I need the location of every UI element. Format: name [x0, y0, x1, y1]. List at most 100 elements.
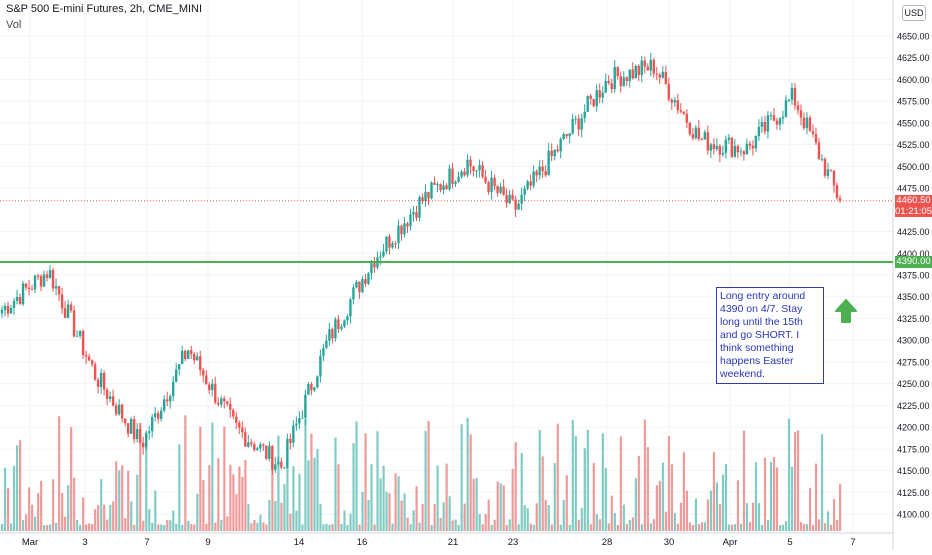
- candle-body: [54, 286, 58, 289]
- candle-body: [658, 74, 661, 78]
- volume-bar: [469, 434, 472, 531]
- volume-bar: [229, 464, 232, 531]
- candle-body: [568, 133, 571, 137]
- candle-body: [835, 185, 839, 199]
- candle-body: [592, 98, 595, 107]
- volume-bar: [730, 524, 734, 531]
- hline-price-label: 4390.00: [895, 255, 932, 268]
- volume-bar: [40, 480, 43, 531]
- volume-bar: [457, 524, 460, 531]
- volume-bar: [490, 524, 493, 531]
- candle-body: [322, 347, 325, 356]
- candle-body: [661, 71, 664, 78]
- volume-bar: [823, 523, 827, 531]
- candle-body: [247, 442, 250, 447]
- volume-bar: [562, 500, 565, 531]
- candle-body: [538, 166, 541, 176]
- volume-bar: [445, 463, 448, 531]
- volume-bar: [661, 462, 664, 531]
- volume-bar: [376, 431, 379, 531]
- candle-body: [271, 445, 274, 470]
- price-tick-label: 4250.00: [897, 379, 930, 389]
- volume-bar: [598, 519, 601, 531]
- candle-body: [364, 279, 367, 284]
- volume-bar: [157, 524, 160, 531]
- candle-body: [715, 145, 719, 150]
- volume-bar: [835, 519, 839, 531]
- candle-body: [223, 398, 226, 402]
- candle-body: [211, 383, 214, 391]
- candle-body: [289, 438, 292, 443]
- volume-bar: [499, 483, 502, 531]
- currency-badge[interactable]: USD: [902, 5, 926, 21]
- candle-body: [301, 417, 304, 419]
- candle-body: [760, 122, 764, 127]
- candle-body: [634, 66, 637, 79]
- volume-bar: [682, 452, 686, 531]
- volume-bar: [142, 520, 145, 531]
- volume-bar: [676, 523, 680, 531]
- candle-body: [508, 194, 511, 204]
- candle-body: [33, 275, 37, 290]
- volume-bar: [574, 435, 577, 531]
- volume-bar: [13, 465, 16, 531]
- candle-body: [700, 138, 704, 140]
- volume-bar: [604, 467, 607, 531]
- candle-body: [403, 223, 406, 235]
- candle-body: [655, 73, 658, 75]
- candle-body: [577, 118, 580, 130]
- candle-body: [748, 143, 752, 146]
- annotation-note[interactable]: Long entry around 4390 on 4/7. Stay long…: [716, 287, 824, 384]
- volume-bar: [433, 504, 436, 531]
- price-tick-label: 4200.00: [897, 423, 930, 433]
- candle-body: [178, 364, 181, 370]
- candle-body: [664, 71, 667, 84]
- candle-body: [6, 305, 10, 314]
- time-tick-label: 21: [448, 537, 459, 548]
- time-tick-label: 28: [602, 537, 613, 548]
- candle-body: [153, 413, 157, 418]
- candle-body: [202, 370, 205, 376]
- candle-body: [15, 297, 19, 301]
- candle-body: [60, 294, 64, 309]
- candle-body: [334, 319, 337, 339]
- candle-body: [232, 409, 235, 417]
- candle-body: [120, 404, 124, 419]
- volume-bar: [391, 523, 394, 531]
- candle-body: [391, 243, 394, 248]
- volume-bar: [28, 487, 31, 531]
- volume-bar: [151, 522, 154, 531]
- time-tick-label: 3: [82, 537, 87, 548]
- volume-bar: [805, 524, 809, 531]
- volume-bar: [736, 480, 740, 531]
- volume-bar: [829, 524, 833, 531]
- candle-body: [328, 329, 331, 341]
- candle-body: [610, 83, 613, 90]
- volume-bar: [244, 459, 247, 531]
- volume-bar: [97, 505, 100, 531]
- candle-body: [448, 168, 451, 190]
- volume-bar: [793, 432, 797, 531]
- volume-bar: [118, 470, 121, 531]
- volume-bar: [121, 465, 124, 531]
- volume-bar: [694, 498, 698, 531]
- volume-bar: [442, 502, 445, 531]
- candle-body: [111, 396, 115, 406]
- volume-bar: [733, 524, 737, 531]
- candle-body: [424, 191, 427, 201]
- volume-bar: [610, 495, 613, 531]
- candle-body: [793, 88, 797, 106]
- volume-bar: [388, 493, 391, 531]
- last-price-value: 4460.50: [896, 194, 931, 206]
- volume-bar: [202, 480, 205, 531]
- volume-bar: [307, 460, 310, 531]
- volume-bar: [163, 524, 166, 531]
- candle-body: [298, 418, 301, 424]
- candle-body: [745, 143, 749, 155]
- volume-bar: [325, 523, 328, 531]
- price-tick-label: 4625.00: [897, 53, 930, 63]
- candle-body: [75, 335, 79, 337]
- candle-body: [721, 152, 725, 155]
